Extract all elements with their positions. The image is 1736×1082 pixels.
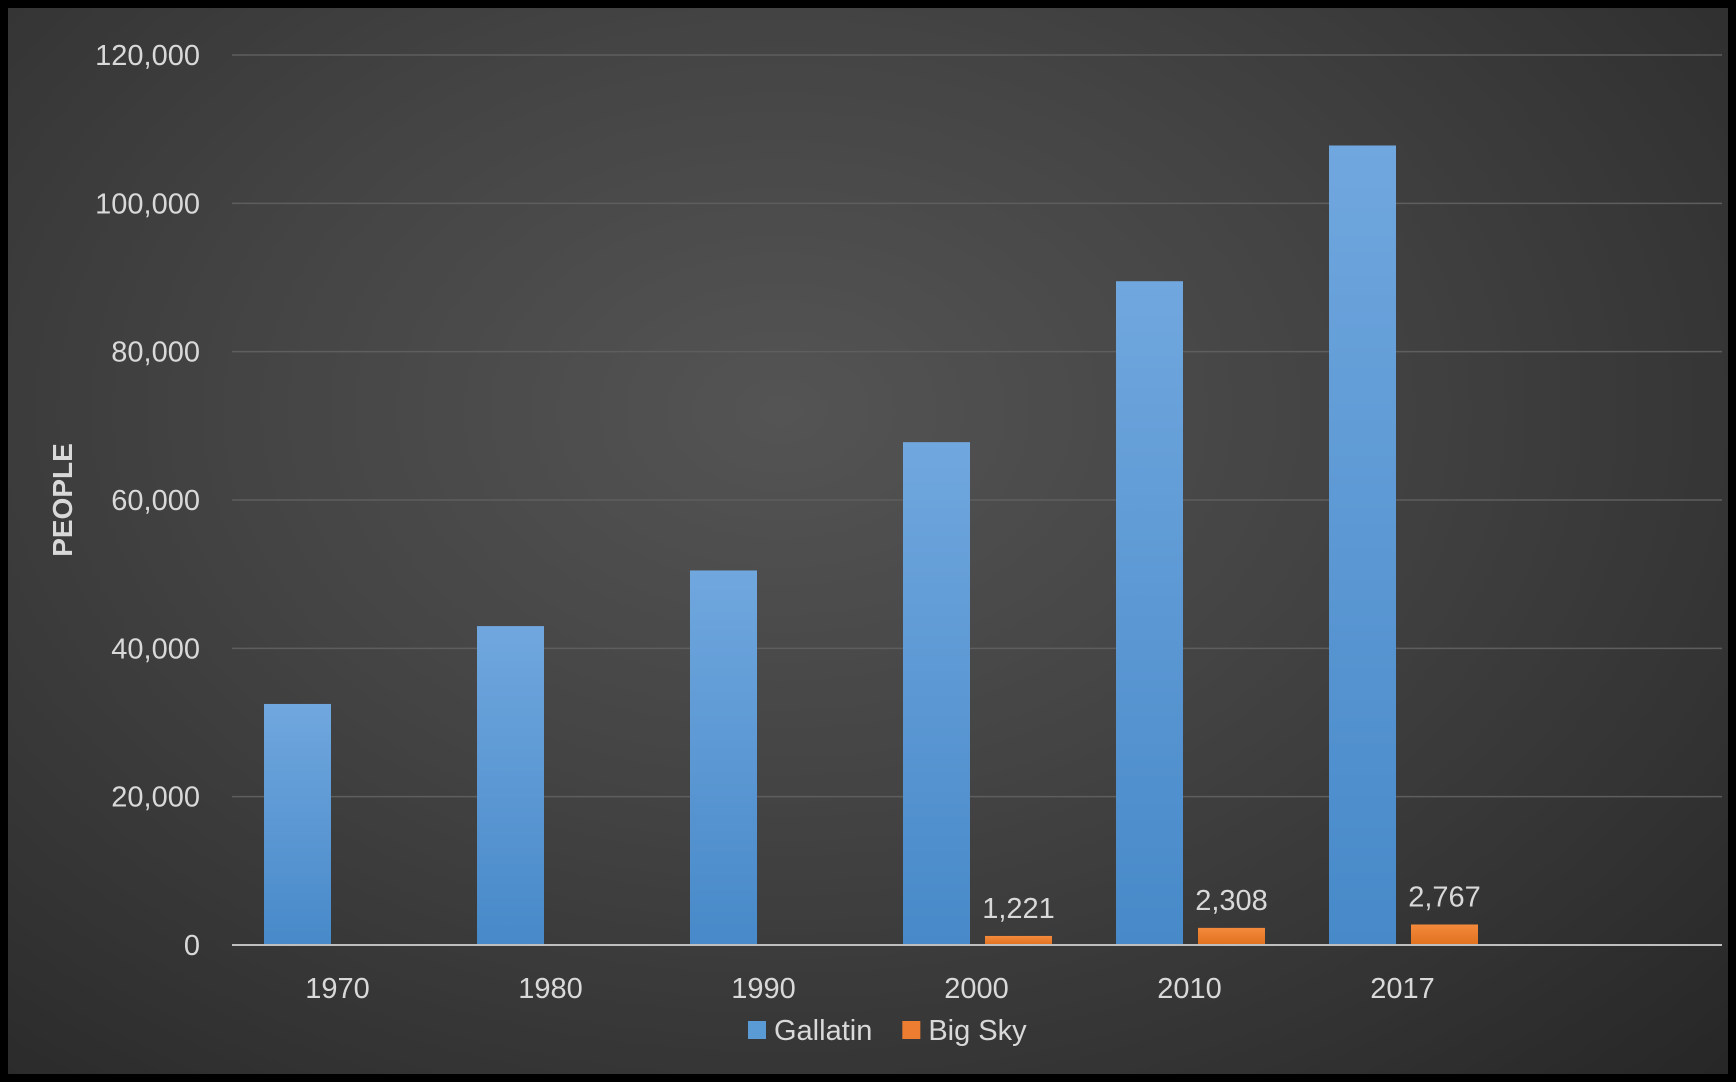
legend-swatch: [902, 1021, 921, 1039]
legend: Gallatin Big Sky: [748, 1015, 1027, 1047]
y-tick-label: 80,000: [111, 337, 200, 369]
legend-label: Gallatin: [774, 1015, 872, 1047]
y-axis-title: PEOPLE: [47, 443, 78, 557]
data-label: 2,308: [1195, 885, 1268, 917]
legend-label: Big Sky: [928, 1015, 1027, 1047]
bar-gallatin: [477, 626, 544, 945]
y-axis-ticks: 0 20,000 40,000 60,000 80,000 100,000 120,000: [95, 40, 200, 962]
bar-gallatin: [903, 442, 970, 945]
x-tick-label: 1990: [731, 973, 796, 1005]
x-tick-label: 2017: [1370, 973, 1435, 1005]
data-label: 2,767: [1408, 881, 1481, 913]
bar-gallatin: [1329, 145, 1396, 945]
y-tick-label: 40,000: [111, 633, 200, 665]
bar-big-sky: [1198, 927, 1265, 945]
bars: [264, 145, 1478, 945]
y-tick-label: 120,000: [95, 40, 200, 72]
bar-gallatin: [1116, 281, 1183, 945]
bar-gallatin: [690, 570, 757, 945]
bar-big-sky: [1411, 924, 1478, 945]
y-tick-label: 100,000: [95, 188, 200, 220]
x-tick-label: 1970: [305, 973, 370, 1005]
bar-big-sky: [985, 935, 1052, 945]
y-tick-label: 60,000: [111, 485, 200, 517]
x-tick-label: 2000: [944, 973, 1009, 1005]
y-tick-label: 0: [184, 930, 200, 962]
legend-swatch: [748, 1021, 766, 1039]
data-label: 1,221: [982, 893, 1055, 925]
gridlines: [232, 54, 1722, 798]
x-tick-label: 2010: [1157, 973, 1222, 1005]
bar-gallatin: [264, 703, 331, 945]
y-tick-label: 20,000: [111, 782, 200, 814]
x-tick-label: 1980: [518, 973, 583, 1005]
x-axis-ticks: 1970 1980 1990 2000 2010 2017: [305, 973, 1435, 1005]
data-labels: 1,221 2,308 2,767: [982, 881, 1481, 924]
